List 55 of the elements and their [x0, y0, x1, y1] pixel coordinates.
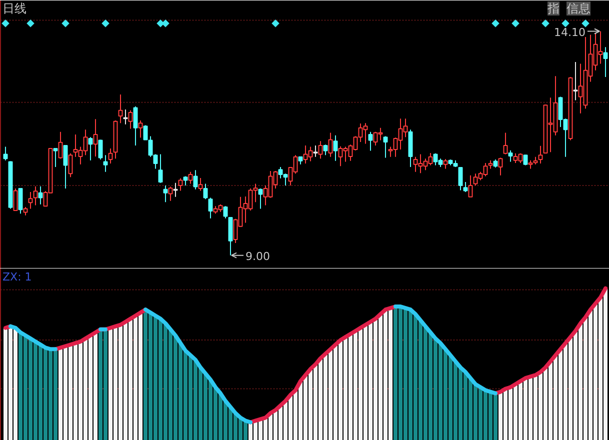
candlestick: [103, 154, 108, 172]
candlestick: [458, 166, 463, 191]
text: ZX: 1: [2, 270, 32, 284]
candlestick: [573, 62, 578, 101]
candlestick: [498, 157, 503, 176]
candlestick: [318, 140, 323, 160]
annotation: 9.00: [246, 250, 270, 263]
candlestick: [603, 46, 608, 78]
candlestick: [368, 131, 373, 152]
candlestick: [223, 206, 228, 219]
candlestick: [13, 188, 18, 212]
candlestick: [508, 150, 513, 162]
candlestick: [98, 139, 103, 160]
candlestick: [463, 181, 468, 193]
candlestick: [323, 144, 328, 156]
candlestick: [333, 134, 338, 162]
annotation: 信息: [566, 2, 590, 16]
annotation: 14.10: [554, 26, 586, 39]
candlestick: [68, 152, 73, 178]
candlestick: [108, 148, 113, 164]
candlestick: [118, 94, 123, 124]
candlestick: [383, 136, 388, 158]
candlestick: [203, 183, 208, 200]
candlestick: [18, 188, 23, 214]
candlestick: [468, 174, 473, 198]
candlestick: [208, 197, 213, 219]
candlestick: [163, 184, 168, 203]
candlestick: [88, 136, 93, 161]
candlestick: [328, 132, 333, 158]
candlestick: [188, 171, 193, 184]
candlestick: [443, 158, 448, 170]
candlestick: [3, 146, 8, 161]
candlestick: [193, 170, 198, 190]
candlestick: [503, 132, 508, 155]
candlestick: [138, 120, 143, 138]
candlestick: [228, 216, 233, 256]
candlestick: [38, 186, 43, 205]
candlestick: [198, 177, 203, 192]
candlestick: [523, 154, 528, 166]
candlestick: [128, 110, 133, 130]
candlestick: [178, 178, 183, 192]
candlestick: [538, 145, 543, 164]
chart-title: 日线: [2, 2, 26, 16]
candlestick: [258, 188, 263, 210]
candlestick: [183, 176, 188, 186]
candlestick: [53, 148, 58, 168]
candlestick: [133, 106, 138, 146]
candlestick: [93, 118, 98, 157]
candlestick: [158, 154, 163, 184]
candlestick: [168, 186, 173, 202]
candlestick: [313, 144, 318, 158]
annotation: 指: [546, 2, 560, 16]
candlestick: [173, 182, 178, 198]
candlestick: [58, 131, 63, 160]
candlestick: [63, 144, 68, 190]
